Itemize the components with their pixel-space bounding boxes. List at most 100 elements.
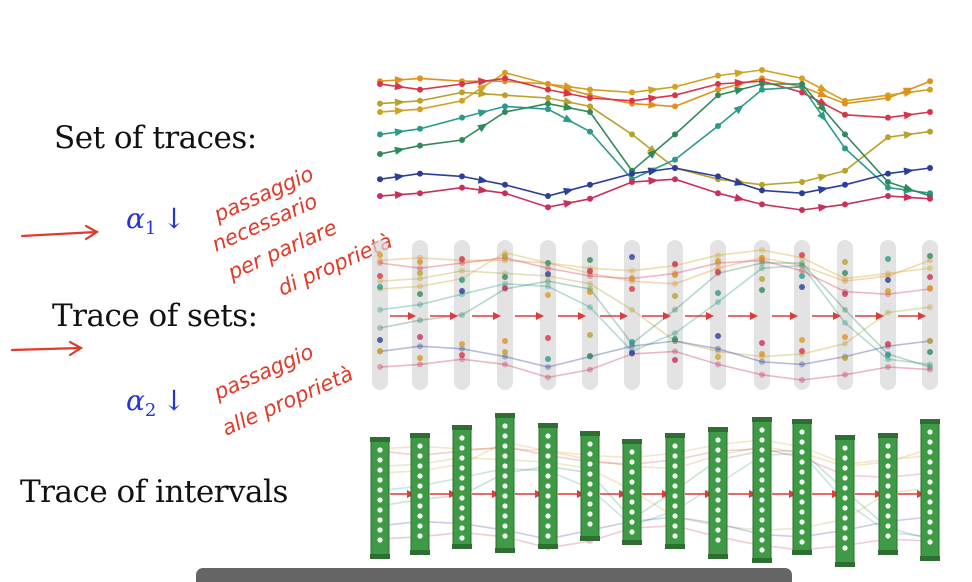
interval-point	[759, 427, 765, 433]
set-point	[799, 284, 805, 290]
interval-point	[377, 477, 383, 483]
red-arrow-1-icon	[20, 224, 100, 241]
trace-point	[759, 181, 765, 188]
trace-point	[842, 275, 848, 282]
interval-cap-top	[878, 433, 898, 438]
interval-cap-top	[452, 425, 472, 430]
trace-point	[629, 343, 635, 350]
trace-point	[459, 114, 465, 121]
trace-point	[459, 267, 465, 274]
scroll-handle[interactable]	[196, 568, 792, 582]
trace-point	[842, 100, 848, 107]
trace-point	[715, 72, 721, 79]
trace-point	[715, 92, 721, 99]
trace-point	[672, 330, 678, 337]
arrowhead-icon	[706, 312, 714, 320]
trace-point	[545, 278, 551, 285]
trace-point	[377, 257, 383, 264]
trace-point	[545, 204, 551, 211]
trace-point	[759, 265, 765, 272]
interval-point	[545, 503, 551, 509]
set-point	[842, 291, 848, 297]
set-point	[799, 273, 805, 279]
interval-point	[799, 439, 805, 445]
trace-point	[459, 81, 465, 87]
interval-point	[715, 527, 721, 533]
trace-arrow-icon	[394, 128, 405, 137]
trace-arrow-icon	[394, 173, 405, 182]
trace-point	[885, 114, 891, 121]
trace-point	[459, 89, 465, 96]
set-point	[629, 339, 635, 345]
interval-point	[927, 539, 933, 545]
interval-cap-top	[665, 433, 685, 438]
arrowhead-icon	[663, 312, 671, 320]
trace-point	[799, 89, 805, 96]
trace-point	[417, 254, 423, 261]
trace-point	[587, 95, 593, 101]
set-point	[629, 350, 635, 356]
arrowhead-icon	[578, 312, 586, 320]
trace-point	[927, 257, 933, 264]
interval-point	[927, 429, 933, 435]
interval-point	[799, 509, 805, 515]
trace-point	[759, 187, 765, 194]
trace-point	[377, 306, 383, 313]
trace-arrow-icon	[648, 94, 659, 103]
interval-cap-bottom	[622, 540, 642, 545]
set-ellipse	[497, 240, 513, 390]
trace-point	[799, 260, 805, 266]
interval-point	[459, 495, 465, 501]
trace-point	[502, 181, 508, 188]
trace-of-intervals-panel	[370, 413, 940, 567]
interval-point	[672, 483, 678, 489]
set-point	[417, 259, 423, 265]
interval-point	[417, 483, 423, 489]
arrowhead-icon	[408, 312, 416, 320]
trace-point	[629, 131, 635, 138]
interval-point	[672, 533, 678, 539]
interval-point	[459, 465, 465, 471]
interval-point	[842, 515, 848, 521]
trace-arrow-icon	[394, 106, 405, 115]
set-point	[587, 257, 593, 263]
interval-point	[842, 545, 848, 551]
interval-point	[715, 507, 721, 513]
interval-cap-top	[410, 433, 430, 438]
interval-point	[759, 487, 765, 493]
arrowhead-icon	[620, 312, 628, 320]
trace-arrow-icon	[478, 89, 489, 98]
trace-point	[377, 109, 383, 115]
set-point	[417, 334, 423, 340]
interval-bar	[665, 435, 685, 547]
trace-point	[927, 304, 933, 311]
interval-point	[587, 501, 593, 507]
interval-cap-bottom	[410, 550, 430, 555]
alpha-2-index: 2	[144, 400, 157, 421]
trace-point	[502, 190, 508, 197]
interval-point	[715, 467, 721, 473]
trace-point	[885, 95, 891, 101]
interval-point	[417, 493, 423, 499]
set-point	[377, 252, 383, 258]
trace-point	[502, 75, 508, 82]
trace-line-crimson	[379, 350, 931, 381]
trace-point	[417, 301, 423, 308]
trace-point	[927, 109, 933, 115]
trace-point	[587, 366, 593, 373]
trace-arrow-icon	[394, 146, 405, 155]
set-point	[545, 260, 551, 266]
trace-arrow-icon	[734, 193, 745, 202]
trace-line-teal	[379, 264, 931, 366]
interval-point	[799, 529, 805, 535]
trace-point	[377, 176, 383, 183]
set-point	[502, 274, 508, 280]
trace-point	[715, 361, 721, 368]
set-point	[672, 336, 678, 342]
trace-point	[629, 306, 635, 313]
trace-arrow-icon	[477, 123, 488, 133]
interval-point	[502, 493, 508, 499]
set-point	[417, 291, 423, 297]
label-trace-of-sets: Trace of sets:	[52, 298, 258, 334]
interval-point	[502, 533, 508, 539]
